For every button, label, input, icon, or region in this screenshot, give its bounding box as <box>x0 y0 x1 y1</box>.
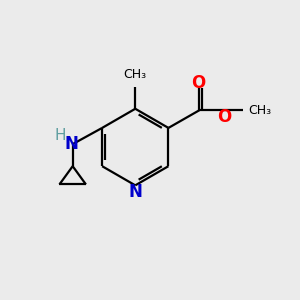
Text: CH₃: CH₃ <box>248 104 271 117</box>
Text: O: O <box>191 74 205 92</box>
Text: N: N <box>128 183 142 201</box>
Text: CH₃: CH₃ <box>124 68 147 81</box>
Text: N: N <box>64 135 78 153</box>
Text: O: O <box>217 108 232 126</box>
Text: H: H <box>55 128 66 143</box>
